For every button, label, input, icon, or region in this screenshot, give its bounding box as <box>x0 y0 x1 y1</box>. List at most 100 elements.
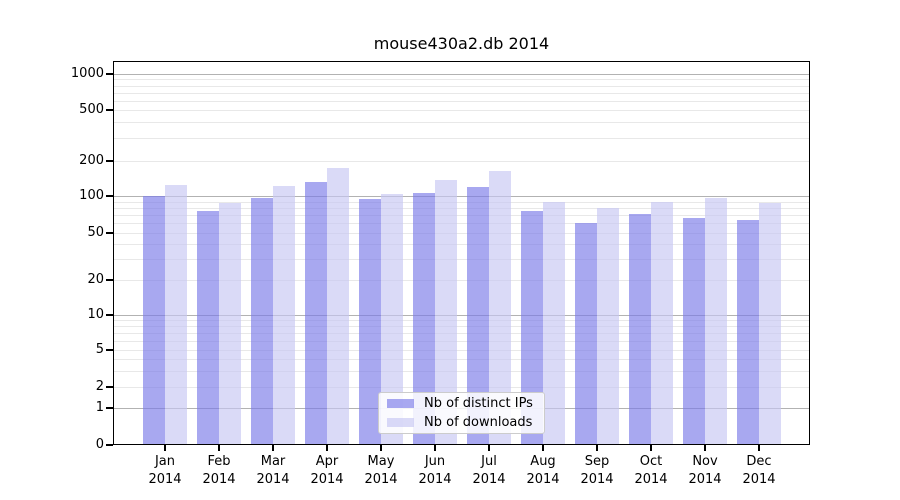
gridline-minor <box>113 359 810 360</box>
y-tick <box>106 386 113 388</box>
gridline-minor <box>113 233 810 234</box>
x-tick-label: Nov 2014 <box>688 454 722 487</box>
legend-swatch-downloads <box>387 418 414 427</box>
x-tick <box>704 445 706 451</box>
x-tick-label: Aug 2014 <box>526 454 560 487</box>
y-tick-label: 50 <box>87 225 104 240</box>
x-tick-label: Jun 2014 <box>418 454 452 487</box>
x-tick <box>650 445 652 451</box>
y-tick-label: 20 <box>87 272 104 287</box>
bar-sep-distinct-ips <box>575 223 597 445</box>
gridline-minor <box>113 79 810 81</box>
legend-label-distinct-ips: Nb of distinct IPs <box>424 395 533 411</box>
gridline-major <box>113 195 810 197</box>
y-tick-label: 1000 <box>70 66 104 81</box>
y-tick <box>106 160 113 162</box>
x-tick <box>218 445 220 451</box>
gridline-minor <box>113 92 810 94</box>
y-tick <box>106 407 113 409</box>
gridline-minor <box>113 110 810 111</box>
x-tick-label: Sep 2014 <box>580 454 614 487</box>
gridline-minor <box>113 350 810 351</box>
gridline-minor <box>113 223 810 225</box>
gridline-minor <box>113 100 810 102</box>
gridline-minor <box>113 244 810 246</box>
bar-feb-downloads <box>219 202 241 445</box>
bar-jul-downloads <box>489 171 511 445</box>
y-tick-label: 10 <box>87 307 104 322</box>
y-tick <box>106 349 113 351</box>
gridline-minor <box>113 326 810 328</box>
bar-jan-downloads <box>165 185 187 445</box>
y-tick <box>106 232 113 234</box>
gridline-minor <box>113 370 810 372</box>
x-tick-label: Mar 2014 <box>256 454 290 487</box>
bar-nov-downloads <box>705 197 727 445</box>
x-tick <box>542 445 544 451</box>
y-tick <box>106 314 113 316</box>
bar-dec-downloads <box>759 203 781 445</box>
bar-apr-distinct-ips <box>305 181 327 445</box>
legend-item-downloads: Nb of downloads <box>379 415 544 431</box>
y-tick-label: 0 <box>95 437 104 452</box>
bar-aug-downloads <box>543 202 565 445</box>
bar-oct-downloads <box>651 201 673 445</box>
bar-jan-distinct-ips <box>143 196 165 445</box>
bar-oct-distinct-ips <box>629 214 651 445</box>
gridline-major <box>113 73 810 75</box>
gridline-minor <box>113 215 810 217</box>
legend-item-distinct-ips: Nb of distinct IPs <box>379 396 544 412</box>
x-tick-label: May 2014 <box>364 454 398 487</box>
y-tick <box>106 109 113 111</box>
bar-jun-distinct-ips <box>413 193 435 445</box>
y-tick <box>106 444 113 446</box>
x-tick <box>272 445 274 451</box>
gridline-minor <box>113 259 810 261</box>
x-tick <box>596 445 598 451</box>
bar-mar-distinct-ips <box>251 198 273 445</box>
x-tick-label: Oct 2014 <box>634 454 668 487</box>
gridline-major <box>113 314 810 316</box>
y-tick-label: 5 <box>95 342 104 357</box>
bar-may-distinct-ips <box>359 199 381 445</box>
x-tick <box>164 445 166 451</box>
y-tick-label: 100 <box>79 188 104 203</box>
gridline-minor <box>113 207 810 209</box>
x-tick <box>488 445 490 451</box>
bars-layer <box>113 61 810 445</box>
y-tick <box>106 279 113 281</box>
gridline-minor <box>113 333 810 334</box>
bar-jul-distinct-ips <box>467 186 489 445</box>
y-tick-label: 200 <box>79 153 104 168</box>
gridline-minor <box>113 85 810 87</box>
bar-nov-distinct-ips <box>683 218 705 445</box>
chart-title: mouse430a2.db 2014 <box>373 34 550 53</box>
gridline-minor <box>113 387 810 388</box>
gridline-minor <box>113 138 810 140</box>
x-tick-label: Dec 2014 <box>742 454 776 487</box>
legend-swatch-distinct-ips <box>387 399 414 408</box>
bar-feb-distinct-ips <box>197 211 219 445</box>
bar-aug-distinct-ips <box>521 211 543 445</box>
x-tick <box>434 445 436 451</box>
bar-dec-distinct-ips <box>737 219 759 445</box>
x-tick-label: Feb 2014 <box>202 454 236 487</box>
y-tick-label: 2 <box>95 379 104 394</box>
y-tick-label: 500 <box>79 102 104 117</box>
x-tick <box>380 445 382 451</box>
grid-layer <box>113 61 810 445</box>
legend-label-downloads: Nb of downloads <box>424 414 533 430</box>
gridline-minor <box>113 122 810 124</box>
bar-sep-downloads <box>597 207 619 445</box>
bar-may-downloads <box>381 194 403 445</box>
legend: Nb of distinct IPs Nb of downloads <box>378 392 545 434</box>
bar-jun-downloads <box>435 179 457 445</box>
gridline-minor <box>113 340 810 342</box>
bar-mar-downloads <box>273 186 295 445</box>
y-tick <box>106 73 113 75</box>
y-tick <box>106 195 113 197</box>
x-tick-label: Apr 2014 <box>310 454 344 487</box>
x-tick <box>326 445 328 451</box>
x-tick-label: Jul 2014 <box>472 454 506 487</box>
